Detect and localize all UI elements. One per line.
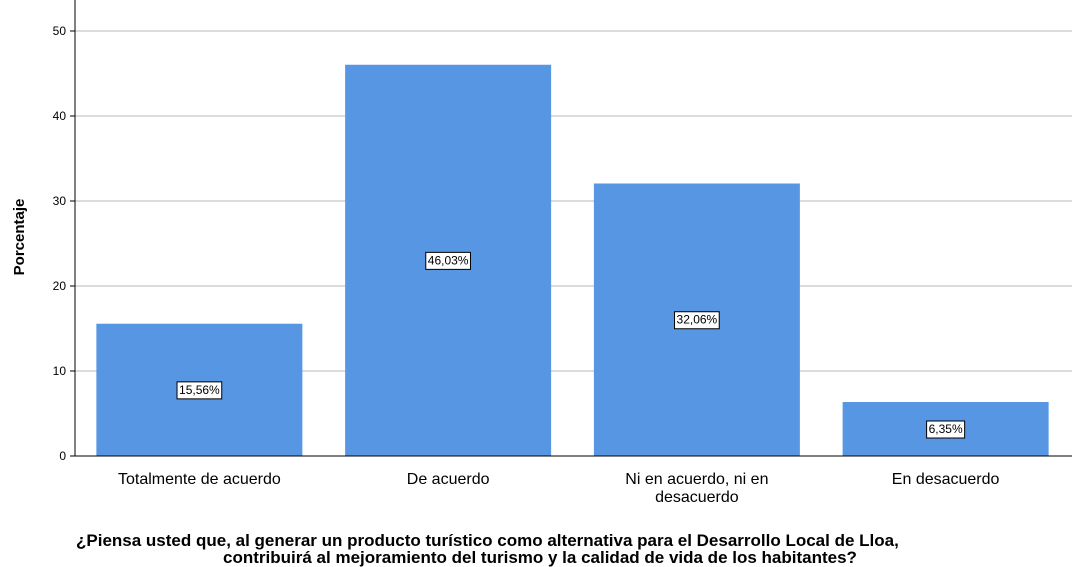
y-tick-label: 10: [53, 364, 67, 378]
x-axis-label-line: ¿Piensa usted que, al generar un product…: [76, 531, 899, 550]
x-axis-label-line: contribuirá al mejoramiento del turismo …: [223, 548, 857, 567]
data-label: 46,03%: [428, 253, 469, 267]
x-category-label: En desacuerdo: [892, 471, 1000, 488]
y-tick-label: 40: [53, 109, 67, 123]
data-label-box: [176, 381, 223, 400]
axes: [74, 0, 1072, 457]
y-tick-labels: 0 10 20 30 40 50: [53, 24, 75, 463]
y-tick-label: 0: [59, 449, 66, 463]
y-tick-label: 20: [53, 279, 67, 293]
x-category-label: Totalmente de acuerdo: [118, 471, 281, 488]
data-label: 15,56%: [179, 383, 220, 397]
bars: [96, 64, 1049, 457]
y-tick-label: 50: [53, 24, 67, 38]
y-axis-label: Porcentaje: [11, 199, 28, 276]
data-labels: 15,56% 46,03% 32,06% 6,35%: [176, 251, 966, 439]
data-label-box: [926, 420, 966, 439]
data-label: 6,35%: [929, 422, 963, 436]
data-label-box: [425, 251, 471, 270]
data-label-box: [674, 311, 720, 330]
gridlines: [75, 30, 1072, 372]
x-category-label: Ni en acuerdo, ni en: [625, 471, 768, 488]
y-tick-label: 30: [53, 194, 67, 208]
x-axis-label: ¿Piensa usted que, al generar un product…: [76, 531, 899, 567]
data-label: 32,06%: [677, 313, 718, 327]
x-category-label: desacuerdo: [655, 489, 739, 506]
x-category-label: De acuerdo: [407, 471, 490, 488]
x-category-labels: Totalmente de acuerdo De acuerdo Ni en acu…: [118, 471, 1000, 506]
